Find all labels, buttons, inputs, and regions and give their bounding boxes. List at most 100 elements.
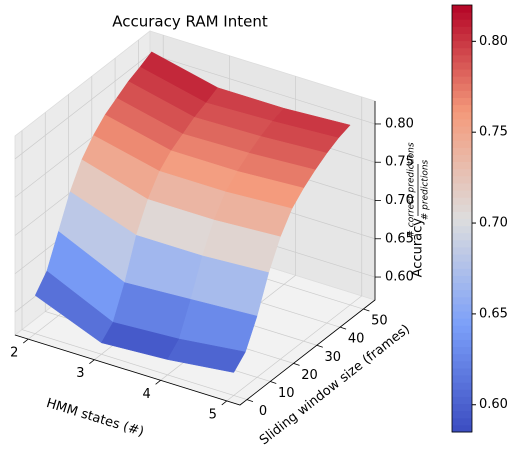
colorbar-band bbox=[452, 26, 472, 34]
colorbar-band bbox=[452, 125, 472, 134]
colorbar-band bbox=[452, 118, 472, 127]
x-tick bbox=[155, 379, 161, 385]
grid-line bbox=[226, 96, 363, 402]
colorbar-band bbox=[452, 396, 472, 405]
x-tick-label: 2 bbox=[10, 346, 18, 361]
colorbar-band bbox=[452, 133, 472, 141]
colorbar-band bbox=[452, 410, 472, 419]
colorbar-band bbox=[452, 289, 472, 298]
colorbar-band bbox=[452, 211, 472, 219]
colorbar-band bbox=[452, 154, 472, 163]
colorbar-band bbox=[452, 367, 472, 376]
x-tick-label: 4 bbox=[142, 387, 150, 402]
colorbar-band bbox=[452, 311, 472, 319]
colorbar-band bbox=[452, 104, 472, 113]
colorbar-band bbox=[452, 424, 472, 433]
chart-title: Accuracy RAM Intent bbox=[112, 13, 268, 31]
colorbar-frame bbox=[451, 4, 473, 433]
colorbar-band bbox=[452, 239, 472, 248]
colorbar-band bbox=[452, 111, 472, 120]
z-tick-label: 0.65 bbox=[385, 231, 414, 246]
z-label-denominator: # predictions bbox=[421, 159, 431, 220]
y-tick bbox=[363, 308, 370, 312]
colorbar-band bbox=[452, 375, 472, 383]
z-label-numerator: # correct predictions bbox=[407, 142, 417, 237]
z-axis-label: Accuracy # correct predictions # predict… bbox=[407, 142, 431, 277]
y-tick bbox=[339, 326, 347, 330]
colorbar-band bbox=[452, 346, 472, 355]
colorbar-band bbox=[452, 83, 472, 91]
colorbar-band bbox=[452, 61, 472, 70]
z-tick-label: 0.80 bbox=[385, 116, 414, 131]
colorbar-band bbox=[452, 303, 472, 312]
colorbar-band bbox=[452, 382, 472, 390]
x-tick-label: 3 bbox=[76, 366, 84, 381]
colorbar-band bbox=[452, 168, 472, 177]
colorbar-band bbox=[452, 318, 472, 326]
colorbar-band bbox=[452, 389, 472, 397]
colorbar-band bbox=[452, 175, 472, 184]
colorbar: 0.60 0.65 0.70 0.75 0.80 bbox=[451, 4, 508, 433]
colorbar-tick-label: 0.60 bbox=[479, 397, 508, 412]
colorbar-band bbox=[452, 268, 472, 276]
y-tick-label: 50 bbox=[371, 314, 388, 329]
y-tick bbox=[293, 362, 300, 366]
surface-face bbox=[167, 338, 246, 373]
colorbar-band bbox=[452, 47, 472, 56]
colorbar-band bbox=[452, 147, 472, 155]
colorbar-band bbox=[452, 182, 472, 191]
colorbar-band bbox=[452, 246, 472, 255]
colorbar-band bbox=[452, 417, 472, 426]
y-tick-label: 30 bbox=[325, 350, 342, 365]
colorbar-band bbox=[452, 275, 472, 284]
x-tick bbox=[22, 338, 29, 344]
x-tick bbox=[89, 359, 95, 365]
colorbar-band bbox=[452, 19, 472, 27]
colorbar-band bbox=[452, 204, 472, 212]
colorbar-tick-label: 0.80 bbox=[479, 34, 508, 49]
colorbar-band bbox=[452, 232, 472, 241]
colorbar-band bbox=[452, 97, 472, 106]
y-tick bbox=[316, 344, 323, 348]
colorbar-band bbox=[452, 161, 472, 170]
colorbar-band bbox=[452, 90, 472, 99]
colorbar-band bbox=[452, 190, 472, 198]
axis-line bbox=[14, 101, 376, 406]
y-tick bbox=[270, 381, 277, 384]
colorbar-band bbox=[452, 339, 472, 348]
colorbar-band bbox=[452, 353, 472, 362]
colorbar-band bbox=[452, 33, 472, 42]
x-axis-label: HMM states (#) bbox=[44, 396, 145, 440]
colorbar-band bbox=[452, 69, 472, 77]
y-tick-label: 40 bbox=[348, 332, 365, 347]
z-tick-label: 0.75 bbox=[385, 155, 414, 170]
colorbar-band bbox=[452, 325, 472, 333]
colorbar-tick-label: 0.75 bbox=[479, 125, 508, 140]
colorbar-band bbox=[452, 254, 472, 262]
colorbar-band bbox=[452, 76, 472, 84]
colorbar-tick-label: 0.70 bbox=[479, 216, 508, 231]
z-tick-label: 0.60 bbox=[385, 270, 414, 285]
colorbar-band bbox=[452, 360, 472, 369]
colorbar-band bbox=[452, 140, 472, 148]
colorbar-band bbox=[452, 40, 472, 49]
colorbar-band bbox=[452, 218, 472, 227]
y-tick-label: 10 bbox=[278, 386, 295, 401]
x-tick-label: 5 bbox=[209, 407, 217, 422]
colorbar-tick-label: 0.65 bbox=[479, 306, 508, 321]
colorbar-band bbox=[452, 296, 472, 305]
colorbar-band bbox=[452, 5, 472, 13]
y-tick bbox=[246, 399, 254, 402]
z-label-main: Accuracy bbox=[411, 218, 426, 278]
y-tick-label: 0 bbox=[259, 404, 267, 419]
y-tick-label: 20 bbox=[301, 368, 318, 383]
colorbar-band bbox=[452, 54, 472, 63]
colorbar-band bbox=[452, 282, 472, 291]
colorbar-band bbox=[452, 332, 472, 340]
grid-line bbox=[21, 130, 248, 400]
colorbar-band bbox=[452, 197, 472, 205]
x-tick bbox=[221, 400, 228, 406]
colorbar-band bbox=[452, 403, 472, 412]
z-tick-label: 0.70 bbox=[385, 193, 414, 208]
